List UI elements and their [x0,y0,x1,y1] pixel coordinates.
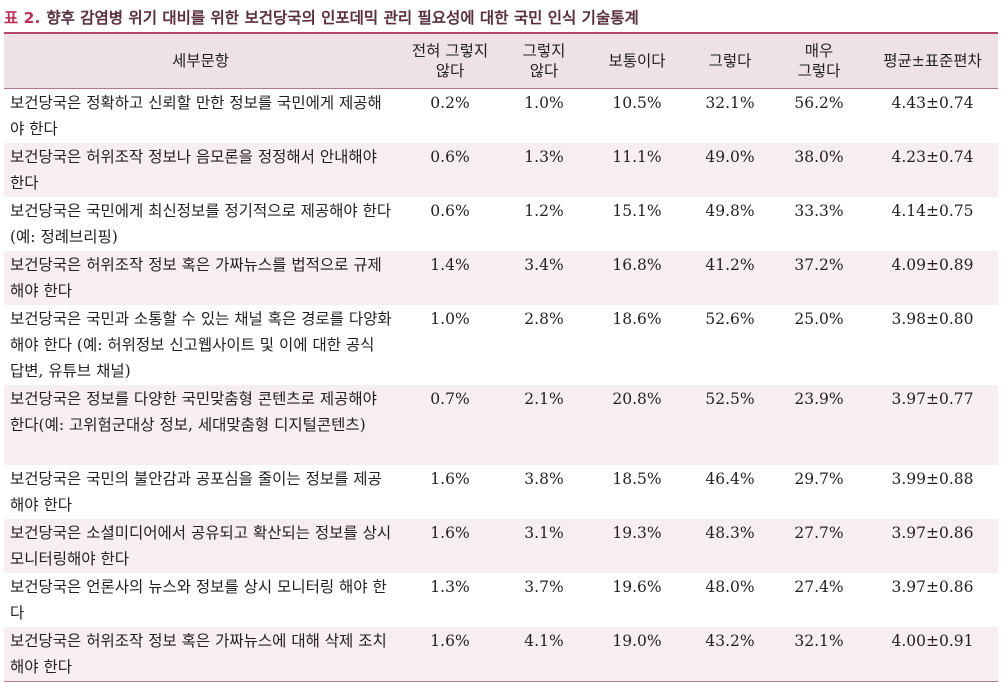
cell-mean-sd: 3.97±0.86 [867,519,998,573]
row-item: 보건당국은 정보를 다양한 국민맞춤형 콘텐츠로 제공해야 한다(예: 고위험군… [4,385,397,465]
row-item: 보건당국은 정확하고 신뢰할 만한 정보를 국민에게 제공해야 한다 [10,94,382,138]
cell-mean-sd: 3.97±0.77 [867,385,998,465]
cell-disagree: 3.1% [503,519,585,573]
cell-agree: 32.1% [705,94,755,112]
cell-neutral: 20.8% [585,385,689,465]
row-item: 보건당국은 허위조작 정보나 음모론을 정정해서 안내해야 한다 [4,143,397,197]
cell-agree: 48.3% [689,519,771,573]
row-item: 보건당국은 소셜미디어에서 공유되고 확산되는 정보를 상시 모니터링해야 한다 [4,519,397,573]
cell-strongly-agree: 37.2% [771,251,867,305]
survey-table: 세부문항 전혀 그렇지 않다 그렇지 않다 보통이다 그렇다 매우 그렇다 평균… [4,34,998,682]
cell-neutral: 11.1% [585,143,689,197]
cell-disagree: 3.8% [524,470,564,488]
table-title: 향후 감염병 위기 대비를 위한 보건당국의 인포데믹 관리 필요성에 대한 국… [46,9,639,27]
cell-neutral: 10.5% [612,94,662,112]
cell-strongly-disagree: 1.4% [397,251,503,305]
header-disagree: 그렇지 않다 [503,34,585,89]
cell-agree: 52.6% [705,310,755,328]
header-agree: 그렇다 [689,34,771,89]
cell-neutral: 16.8% [585,251,689,305]
cell-strongly-disagree: 1.0% [430,310,470,328]
cell-strongly-disagree: 1.6% [430,470,470,488]
cell-mean-sd: 3.99±0.88 [891,470,974,488]
table-row: 보건당국은 국민에게 최신정보를 정기적으로 제공해야 한다(예: 정례브리핑)… [4,197,998,251]
table-row: 보건당국은 정보를 다양한 국민맞춤형 콘텐츠로 제공해야 한다(예: 고위험군… [4,385,998,465]
row-item: 보건당국은 허위조작 정보 혹은 가짜뉴스에 대해 삭제 조치해야 한다 [4,627,397,682]
cell-strongly-agree: 25.0% [794,310,844,328]
cell-disagree: 1.3% [503,143,585,197]
cell-agree: 48.0% [705,578,755,596]
cell-mean-sd: 3.98±0.80 [891,310,974,328]
header-neutral: 보통이다 [585,34,689,89]
cell-disagree: 3.7% [524,578,564,596]
cell-neutral: 18.5% [612,470,662,488]
table-caption: 표 2. 향후 감염병 위기 대비를 위한 보건당국의 인포데믹 관리 필요성에… [4,4,998,30]
cell-strongly-agree: 32.1% [771,627,867,682]
cell-agree: 49.8% [705,202,755,220]
row-item: 보건당국은 허위조작 정보 혹은 가짜뉴스를 법적으로 규제해야 한다 [4,251,397,305]
table-row: 보건당국은 언론사의 뉴스와 정보를 상시 모니터링 해야 한다 1.3% 3.… [4,573,998,627]
cell-neutral: 15.1% [612,202,662,220]
table-row: 보건당국은 허위조작 정보 혹은 가짜뉴스에 대해 삭제 조치해야 한다 1.6… [4,627,998,682]
cell-strongly-disagree: 0.2% [430,94,470,112]
cell-disagree: 2.8% [524,310,564,328]
cell-strongly-agree: 27.4% [794,578,844,596]
cell-neutral: 19.6% [612,578,662,596]
cell-strongly-agree: 23.9% [771,385,867,465]
cell-strongly-disagree: 0.7% [397,385,503,465]
header-strongly-agree: 매우 그렇다 [771,34,867,89]
cell-mean-sd: 4.00±0.91 [867,627,998,682]
cell-agree: 41.2% [689,251,771,305]
cell-strongly-disagree: 1.6% [397,519,503,573]
cell-strongly-disagree: 0.6% [430,202,470,220]
table-row: 보건당국은 정확하고 신뢰할 만한 정보를 국민에게 제공해야 한다 0.2% … [4,89,998,144]
cell-neutral: 19.3% [585,519,689,573]
cell-agree: 49.0% [689,143,771,197]
cell-strongly-agree: 27.7% [771,519,867,573]
cell-strongly-disagree: 1.3% [430,578,470,596]
cell-mean-sd: 4.43±0.74 [891,94,974,112]
cell-mean-sd: 4.14±0.75 [891,202,974,220]
cell-disagree: 4.1% [503,627,585,682]
table-top-rule [4,32,998,34]
cell-neutral: 19.0% [585,627,689,682]
cell-strongly-disagree: 0.6% [397,143,503,197]
cell-strongly-agree: 56.2% [794,94,844,112]
header-mean-sd: 평균±표준편차 [867,34,998,89]
table-row: 보건당국은 국민과 소통할 수 있는 채널 혹은 경로를 다양화해야 한다 (예… [4,305,998,385]
cell-agree: 52.5% [689,385,771,465]
table-row: 보건당국은 허위조작 정보 혹은 가짜뉴스를 법적으로 규제해야 한다 1.4%… [4,251,998,305]
table-row: 보건당국은 허위조작 정보나 음모론을 정정해서 안내해야 한다 0.6% 1.… [4,143,998,197]
cell-neutral: 18.6% [612,310,662,328]
table-row: 보건당국은 국민의 불안감과 공포심을 줄이는 정보를 제공해야 한다 1.6%… [4,465,998,519]
cell-agree: 43.2% [689,627,771,682]
row-item: 보건당국은 국민의 불안감과 공포심을 줄이는 정보를 제공해야 한다 [10,470,382,514]
table-row: 보건당국은 소셜미디어에서 공유되고 확산되는 정보를 상시 모니터링해야 한다… [4,519,998,573]
cell-disagree: 3.4% [503,251,585,305]
row-item: 보건당국은 국민과 소통할 수 있는 채널 혹은 경로를 다양화해야 한다 (예… [10,310,392,380]
cell-disagree: 2.1% [503,385,585,465]
cell-disagree: 1.0% [524,94,564,112]
header-strongly-disagree: 전혀 그렇지 않다 [397,34,503,89]
cell-disagree: 1.2% [524,202,564,220]
row-item: 보건당국은 국민에게 최신정보를 정기적으로 제공해야 한다(예: 정례브리핑) [10,202,392,246]
header-row: 세부문항 전혀 그렇지 않다 그렇지 않다 보통이다 그렇다 매우 그렇다 평균… [4,34,998,89]
cell-mean-sd: 3.97±0.86 [891,578,974,596]
table-number: 표 2. [4,9,41,27]
cell-strongly-agree: 33.3% [794,202,844,220]
cell-agree: 46.4% [705,470,755,488]
row-item: 보건당국은 언론사의 뉴스와 정보를 상시 모니터링 해야 한다 [10,578,387,622]
header-item: 세부문항 [4,34,397,89]
cell-strongly-agree: 38.0% [771,143,867,197]
cell-strongly-disagree: 1.6% [397,627,503,682]
cell-mean-sd: 4.09±0.89 [867,251,998,305]
cell-strongly-agree: 29.7% [794,470,844,488]
cell-mean-sd: 4.23±0.74 [867,143,998,197]
